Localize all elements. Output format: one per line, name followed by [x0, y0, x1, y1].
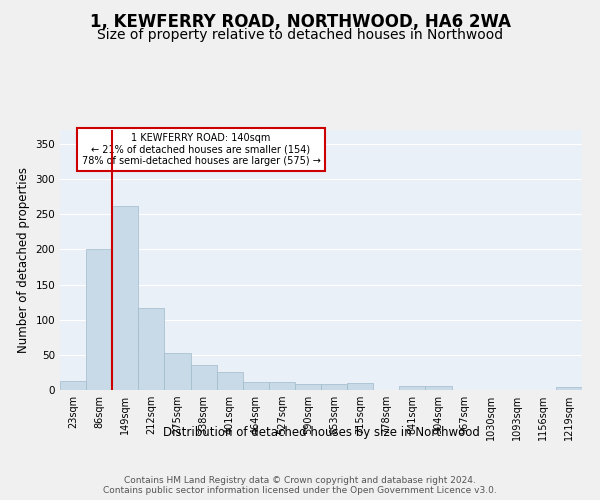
Text: Distribution of detached houses by size in Northwood: Distribution of detached houses by size … [163, 426, 479, 439]
Bar [191, 364, 217, 390]
Bar [86, 250, 112, 390]
Bar [400, 386, 425, 390]
Bar [556, 387, 582, 390]
Bar [139, 308, 164, 390]
Bar [295, 384, 321, 390]
Y-axis label: Number of detached properties: Number of detached properties [17, 167, 30, 353]
Text: 1, KEWFERRY ROAD, NORTHWOOD, HA6 2WA: 1, KEWFERRY ROAD, NORTHWOOD, HA6 2WA [89, 12, 511, 30]
Text: 1 KEWFERRY ROAD: 140sqm
← 21% of detached houses are smaller (154)
78% of semi-d: 1 KEWFERRY ROAD: 140sqm ← 21% of detache… [82, 132, 320, 166]
Text: Size of property relative to detached houses in Northwood: Size of property relative to detached ho… [97, 28, 503, 42]
Bar [217, 372, 243, 390]
Bar [425, 386, 452, 390]
Bar [242, 382, 269, 390]
Bar [164, 353, 191, 390]
Bar [60, 381, 86, 390]
Bar [321, 384, 347, 390]
Bar [112, 206, 139, 390]
Bar [347, 383, 373, 390]
Text: Contains HM Land Registry data © Crown copyright and database right 2024.
Contai: Contains HM Land Registry data © Crown c… [103, 476, 497, 495]
Bar [269, 382, 295, 390]
